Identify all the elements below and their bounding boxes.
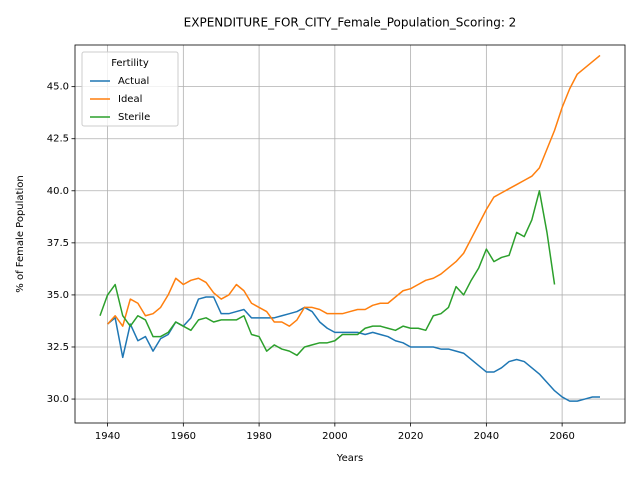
legend-box [81,51,179,127]
x-tick-label: 1980 [246,431,271,442]
line-series [107,54,601,327]
y-tick-label: 30.0 [47,394,69,405]
legend-label: Sterile [118,112,150,123]
y-tick-label: 42.5 [47,134,69,145]
y-tick-label: 32.5 [47,342,69,353]
x-tick-label: 1940 [95,431,120,442]
y-tick-label: 37.5 [47,238,69,249]
legend-label: Ideal [118,94,142,105]
axes-frame [74,44,626,424]
chart-title: EXPENDITURE_FOR_CITY_Female_Population_S… [184,16,517,30]
legend-label: Actual [118,76,149,87]
x-tick-label: 1960 [171,431,196,442]
x-tick-label: 2060 [549,431,574,442]
x-axis-label: Years [336,453,363,464]
x-tick-label: 2040 [474,431,499,442]
x-tick-label: 2020 [398,431,423,442]
y-tick-label: 40.0 [47,186,69,197]
legend: Fertility Actual Ideal Sterile [81,51,179,127]
y-tick-label: 45.0 [47,82,69,93]
line-series [99,190,556,357]
legend-title: Fertility [111,58,149,69]
y-axis-label: % of Female Population [15,175,26,292]
y-tick-label: 35.0 [47,290,69,301]
x-tick-label: 2000 [322,431,347,442]
line-series [107,296,600,402]
